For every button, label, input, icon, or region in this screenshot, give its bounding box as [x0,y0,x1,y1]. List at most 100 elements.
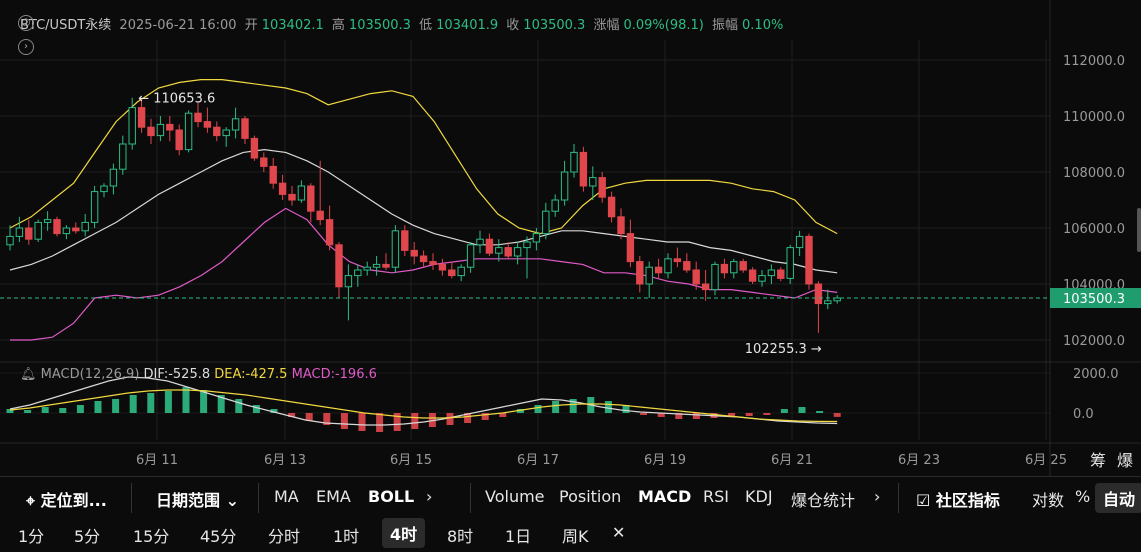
candle-body [391,230,400,268]
candle-body [720,263,729,274]
candle-body [250,137,259,159]
interval-1h[interactable]: 1时 [333,527,360,546]
candle-body [410,249,418,257]
candle-body [241,118,249,139]
interval-week[interactable]: 周K [562,527,589,546]
max-price-annotation: ← 110653.6 [138,92,215,107]
locate-button[interactable]: ⌖ 定位到... [26,491,107,510]
macd-hist-bar [147,393,155,413]
interval-4h[interactable]: 4时 [382,518,426,548]
macd-hist-bar [780,409,788,413]
candle-body [307,185,315,212]
interval-45m[interactable]: 45分 [200,527,237,546]
min-price-annotation: 102255.3 → [745,342,822,357]
candle-body [645,266,653,285]
macd-hist-bar [112,399,120,413]
interval-1d[interactable]: 1日 [505,527,532,546]
boll-button[interactable]: BOLL [368,487,415,506]
candle-body [137,107,146,128]
macd-hist-bar [164,391,172,413]
interval-bar: 1分 5分 15分 45分 分时 1时 4时 8时 1日 周K ✕ [0,518,1141,552]
candle-body [485,238,494,254]
candle-body [372,263,381,268]
candle-body [466,244,475,268]
community-indicator-button[interactable]: ☑︎ 社区指标 [916,491,1000,510]
liquidation-button[interactable]: 爆仓统计 [791,491,856,510]
candle-body [607,196,616,218]
candle-body [664,258,672,274]
log-toggle[interactable]: 对数 [1032,491,1065,510]
candle-body [654,266,663,274]
interval-timeshare[interactable]: 分时 [268,527,301,546]
candle-body [90,191,99,223]
ema-button[interactable]: EMA [316,487,351,506]
candle-body [278,182,287,195]
indicator-toolbar: ⌖ 定位到... 日期范围 ⌄ MA EMA BOLL › Volume Pos… [0,476,1141,519]
macd-hist-bar [235,399,243,413]
macd-hist-bar [217,395,225,413]
macd-button[interactable]: MACD [638,487,692,506]
candle-body [81,221,89,232]
settings-circle-icon[interactable]: ○ [18,15,34,31]
percent-toggle[interactable]: % [1075,487,1091,506]
candle-body [476,238,484,246]
candle-body [128,107,136,145]
candle-body [34,221,42,240]
boll-upper-line [9,78,838,235]
candle-body [15,227,24,237]
candle-body [786,247,794,279]
price-tick-label: 108000.0 [1063,166,1125,181]
candle-body [570,151,578,173]
macd-hist-bar [604,401,612,413]
rsi-button[interactable]: RSI [703,487,729,506]
chevron-down-icon: ⌄ [225,491,239,510]
x-tick-label: 6月 21 [771,453,813,468]
price-tick-label: 102000.0 [1063,334,1125,349]
interval-8h[interactable]: 8时 [447,527,474,546]
chevron-right-icon[interactable]: › [874,487,881,506]
chevron-right-icon[interactable]: › [426,487,433,506]
date-range-button[interactable]: 日期范围 ⌄ [156,491,239,510]
candle-body [297,185,306,201]
candlestick-chart[interactable]: 6月 11 6月 13 6月 15 6月 17 6月 19 6月 21 6月 23 6月 25… [0,0,1141,476]
interval-1m[interactable]: 1分 [18,527,45,546]
candle-body [617,216,625,235]
macd-hist-bar [182,387,190,413]
low-value: 103401.9 [436,18,499,33]
auto-toggle[interactable]: 自动 [1095,483,1141,513]
volume-button[interactable]: Volume [485,487,545,506]
close-value: 103500.3 [523,18,586,33]
candle-body [542,210,550,235]
price-scrollbar[interactable] [1137,208,1141,252]
x-tick-label: 6月 19 [644,453,686,468]
candle-body [683,261,691,271]
candle-body [824,300,832,305]
interval-15m[interactable]: 15分 [133,527,170,546]
divider [131,483,132,513]
kdj-button[interactable]: KDJ [745,487,773,506]
candle-body [739,261,747,271]
macd-hist-bar [6,409,14,413]
price-tick-label: 110000.0 [1063,110,1125,125]
macd-hist-bar [393,413,401,431]
macd-hist-bar [376,413,384,432]
expand-chevron-icon[interactable]: › [18,39,34,55]
x-tick-label: 6月 25 [1025,453,1067,468]
ma-button[interactable]: MA [274,487,299,506]
interval-5m[interactable]: 5分 [74,527,101,546]
candle-body [523,241,531,249]
position-button[interactable]: Position [559,487,622,506]
side-label: 爆 [1117,451,1133,470]
candle-body [269,165,277,184]
candle-body [325,219,334,246]
bell-icon[interactable]: 🔔︎ [20,367,37,382]
macd-hist-bar [129,395,137,413]
x-tick-label: 6月 23 [898,453,940,468]
locate-icon: ⌖ [26,491,36,510]
candle-body [175,129,183,151]
close-icon[interactable]: ✕ [612,523,626,542]
macd-tick-label: 0.0 [1073,407,1094,422]
side-label: 筹 [1090,451,1106,470]
candle-body [100,185,108,193]
candle-body [109,168,118,187]
